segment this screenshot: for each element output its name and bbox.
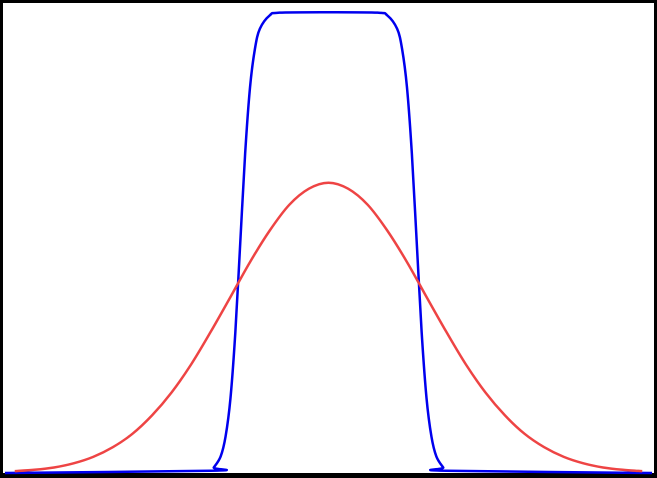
plot-area [3, 3, 654, 473]
series-line-red [14, 181, 643, 473]
series-line-blue [4, 10, 653, 475]
series-layer [4, 10, 653, 475]
